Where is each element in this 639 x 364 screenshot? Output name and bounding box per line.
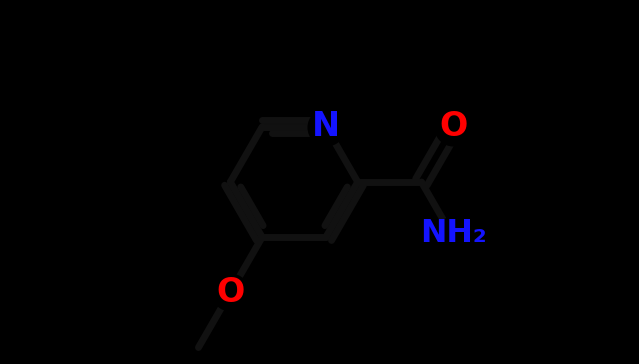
Text: NH₂: NH₂ xyxy=(420,218,486,249)
Text: O: O xyxy=(216,276,245,309)
Text: N: N xyxy=(312,110,340,143)
Text: O: O xyxy=(439,110,467,143)
